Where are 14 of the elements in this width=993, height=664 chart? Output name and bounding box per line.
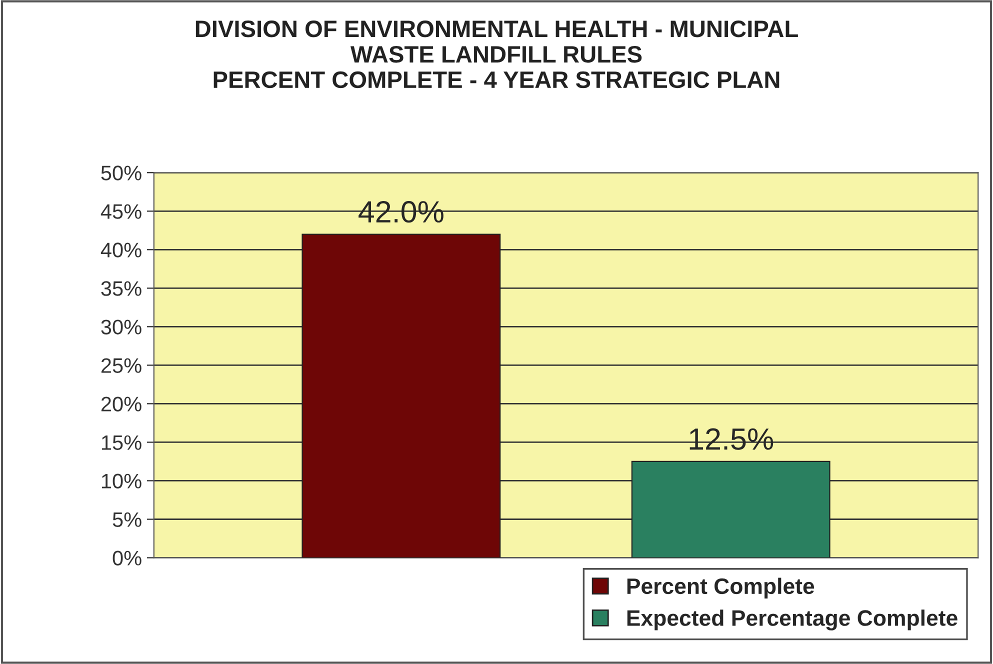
y-tick-label: 15%: [102, 435, 142, 450]
legend-label: Expected Percentage Complete: [627, 610, 958, 630]
y-tick-label: 50%: [101, 166, 142, 180]
y-tick-label: 0%: [112, 550, 142, 566]
y-tick-label: 20%: [101, 396, 142, 412]
y-tick-label: 40%: [100, 242, 142, 258]
y-tick-label: 35%: [101, 281, 142, 296]
legend-label: Percent Complete: [627, 578, 814, 598]
y-tick-label: 25%: [101, 358, 142, 373]
y-tick-label: 5%: [112, 512, 142, 527]
y-tick-label: 10%: [102, 474, 142, 488]
y-tick-label: 45%: [100, 204, 142, 219]
y-tick-label: 30%: [101, 320, 142, 334]
chart-title: DIVISION OF ENVIRONMENTAL HEALTH - MUNICIPAL WASTE LANDFILL RULES PERCENT COMPLETE - 4 YEAR STRATEGIC PLAN: [196, 20, 798, 88]
